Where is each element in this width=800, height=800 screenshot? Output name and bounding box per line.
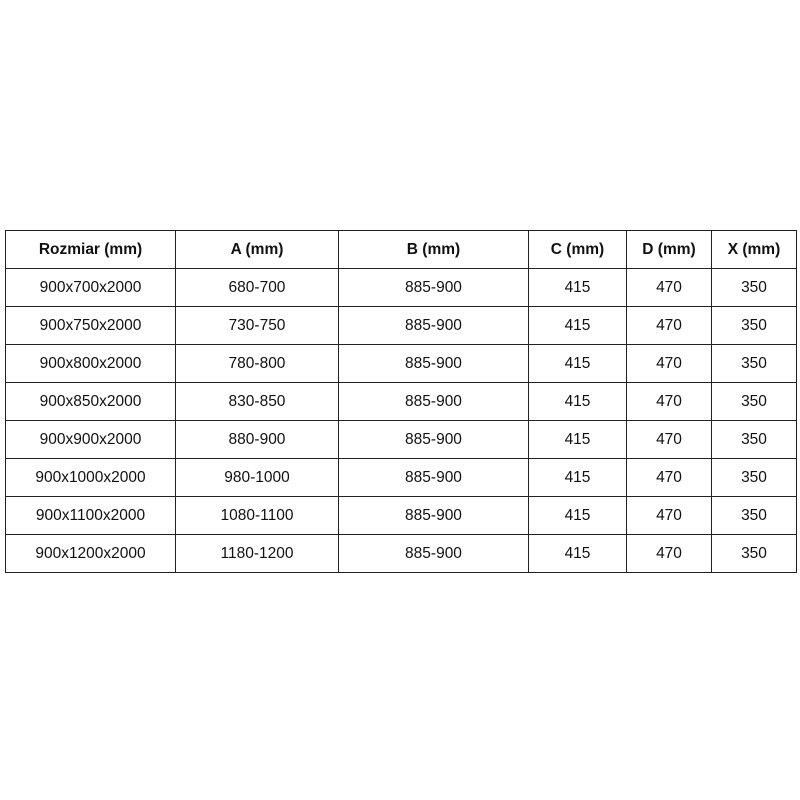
column-header: Rozmiar (mm) [5,230,176,269]
dimensions-table: Rozmiar (mm) A (mm) B (mm) C (mm) D (mm) X (m… [5,230,797,573]
column-header: X (mm) [711,230,797,269]
table-cell: 415 [528,344,627,383]
table-row: 900x750x2000 730-750 885-900 415 470 350 [5,306,797,345]
header-row: Rozmiar (mm) A (mm) B (mm) C (mm) D (mm) X (m… [5,230,797,269]
column-header: D (mm) [626,230,712,269]
table-cell: 470 [626,420,712,459]
table-cell: 350 [711,344,797,383]
table-cell: 900x850x2000 [5,382,176,421]
column-header: C (mm) [528,230,627,269]
table-cell: 470 [626,268,712,307]
table-cell: 470 [626,458,712,497]
table-cell: 680-700 [175,268,339,307]
table-cell: 415 [528,534,627,573]
table-row: 900x1100x2000 1080-1100 885-900 415 470 350 [5,496,797,535]
table-row: 900x800x2000 780-800 885-900 415 470 350 [5,344,797,383]
table-cell: 470 [626,496,712,535]
table-cell: 415 [528,496,627,535]
table-cell: 885-900 [338,496,529,535]
table-cell: 415 [528,458,627,497]
table-cell: 885-900 [338,268,529,307]
table-cell: 415 [528,382,627,421]
table-cell: 900x700x2000 [5,268,176,307]
table-cell: 830-850 [175,382,339,421]
table-cell: 730-750 [175,306,339,345]
table-cell: 1080-1100 [175,496,339,535]
column-header: B (mm) [338,230,529,269]
table-row: 900x700x2000 680-700 885-900 415 470 350 [5,268,797,307]
table-cell: 470 [626,382,712,421]
table-cell: 900x1200x2000 [5,534,176,573]
column-header: A (mm) [175,230,339,269]
table-cell: 885-900 [338,344,529,383]
table-cell: 350 [711,306,797,345]
table-cell: 900x1000x2000 [5,458,176,497]
table-cell: 350 [711,420,797,459]
table-row: 900x850x2000 830-850 885-900 415 470 350 [5,382,797,421]
table-cell: 470 [626,534,712,573]
table-cell: 900x900x2000 [5,420,176,459]
table-cell: 980-1000 [175,458,339,497]
table-cell: 350 [711,496,797,535]
table-row: 900x900x2000 880-900 885-900 415 470 350 [5,420,797,459]
table-cell: 880-900 [175,420,339,459]
table-cell: 900x1100x2000 [5,496,176,535]
table-cell: 350 [711,534,797,573]
table-cell: 350 [711,382,797,421]
table-cell: 350 [711,458,797,497]
table-cell: 780-800 [175,344,339,383]
table-row: 900x1000x2000 980-1000 885-900 415 470 350 [5,458,797,497]
table-cell: 1180-1200 [175,534,339,573]
table-cell: 415 [528,306,627,345]
table-row: 900x1200x2000 1180-1200 885-900 415 470 350 [5,534,797,573]
table-cell: 900x750x2000 [5,306,176,345]
table-cell: 885-900 [338,306,529,345]
table-cell: 415 [528,420,627,459]
table-cell: 470 [626,344,712,383]
table-cell: 350 [711,268,797,307]
table-cell: 885-900 [338,458,529,497]
table-cell: 885-900 [338,534,529,573]
table-cell: 900x800x2000 [5,344,176,383]
table-cell: 885-900 [338,382,529,421]
table-cell: 415 [528,268,627,307]
table-cell: 470 [626,306,712,345]
table-cell: 885-900 [338,420,529,459]
